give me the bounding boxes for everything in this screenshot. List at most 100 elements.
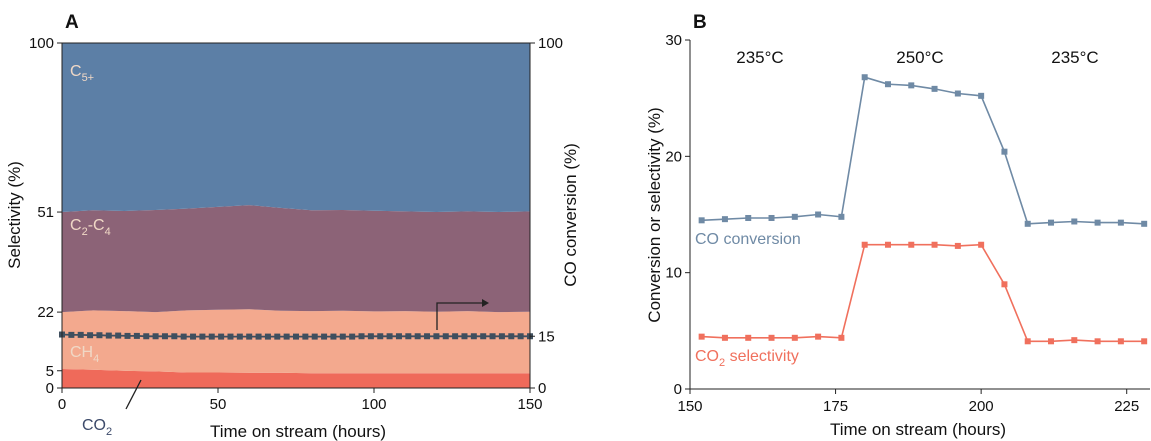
y-tick-label-left: 51 bbox=[37, 204, 54, 221]
co-conversion-point bbox=[838, 213, 845, 220]
co-conversion-point bbox=[77, 331, 84, 338]
co-conversion-point bbox=[405, 333, 412, 340]
band-label-co2: CO2 bbox=[82, 417, 112, 438]
co2-pointer-line bbox=[125, 379, 142, 410]
co2-selectivity-point bbox=[931, 241, 938, 248]
co-conversion-point bbox=[161, 333, 168, 340]
co-conversion-point bbox=[1094, 219, 1101, 226]
co-conversion-point bbox=[1048, 219, 1055, 226]
co-conversion-point bbox=[1024, 220, 1031, 227]
y-tick-label-left: 0 bbox=[46, 380, 54, 397]
co2-selectivity-point bbox=[745, 334, 752, 341]
panel-a-letter: A bbox=[65, 12, 79, 33]
panel-b-series bbox=[698, 74, 1148, 345]
co-conversion-point bbox=[115, 332, 122, 339]
co-conversion-point bbox=[218, 333, 225, 340]
co-conversion-point bbox=[349, 333, 356, 340]
band-label-c2-c4: C2-C4 bbox=[70, 217, 111, 238]
co-conversion-point bbox=[180, 333, 187, 340]
co-conversion-point bbox=[517, 333, 524, 340]
co2-selectivity-point bbox=[1024, 338, 1031, 345]
x-tick-label: 50 bbox=[210, 396, 227, 413]
co2-selectivity-point bbox=[791, 334, 798, 341]
x-tick-label: 150 bbox=[517, 396, 542, 413]
co-conversion-point bbox=[321, 333, 328, 340]
co2-selectivity-point bbox=[1141, 338, 1148, 345]
co-conversion-point bbox=[377, 333, 384, 340]
area-band-ch4 bbox=[62, 309, 530, 374]
co-conversion-point bbox=[1117, 219, 1124, 226]
y-tick-label-left: 100 bbox=[29, 35, 54, 52]
y-tick-label: 30 bbox=[665, 32, 682, 49]
co-conversion-point bbox=[283, 333, 290, 340]
co-conversion-point bbox=[96, 332, 103, 339]
temperature-label: 235°C bbox=[1051, 48, 1098, 67]
co-conversion-point bbox=[274, 333, 281, 340]
co-conversion-point bbox=[698, 217, 705, 224]
series-label-co-conversion: CO conversion bbox=[695, 231, 801, 248]
y-tick-label: 10 bbox=[665, 265, 682, 282]
co2-selectivity-point bbox=[861, 241, 868, 248]
co-conversion-point bbox=[68, 331, 75, 338]
co-conversion-point bbox=[293, 333, 299, 340]
co-conversion-point bbox=[452, 333, 459, 340]
panel-a-x-axis-title: Time on stream (hours) bbox=[210, 422, 386, 441]
co-conversion-point bbox=[358, 333, 365, 340]
co-conversion-point bbox=[386, 333, 393, 340]
co-conversion-point bbox=[861, 74, 868, 81]
co-conversion-point bbox=[489, 333, 496, 340]
co2-selectivity-point bbox=[838, 334, 845, 341]
co2-selectivity-point bbox=[978, 241, 985, 248]
co-conversion-point bbox=[498, 333, 505, 340]
y-tick-label: 20 bbox=[665, 148, 682, 165]
band-label-ch4: CH4 bbox=[70, 344, 99, 365]
co2-selectivity-point bbox=[1001, 281, 1008, 288]
co-conversion-point bbox=[367, 333, 374, 340]
co-conversion-point bbox=[227, 333, 234, 340]
co-conversion-point bbox=[395, 333, 402, 340]
co-conversion-point bbox=[171, 333, 178, 340]
co-conversion-point bbox=[1141, 220, 1148, 227]
co-conversion-point bbox=[199, 333, 206, 340]
x-tick-label: 150 bbox=[677, 398, 702, 415]
panel-b-axes: 150 175 200 225 0 10 20 30 bbox=[665, 32, 1150, 415]
co-conversion-point bbox=[908, 82, 915, 89]
co-conversion-point bbox=[124, 332, 131, 339]
panel-a-band-labels: C5+ C2-C4 CH4 CO2 bbox=[70, 63, 112, 438]
co-conversion-point bbox=[508, 333, 515, 340]
x-tick-label: 175 bbox=[823, 398, 848, 415]
co2-selectivity-point bbox=[768, 334, 775, 341]
co2-selectivity-point bbox=[1094, 338, 1101, 345]
co-conversion-point bbox=[461, 333, 468, 340]
co-conversion-point bbox=[143, 333, 150, 340]
co-conversion-point bbox=[721, 216, 728, 223]
co-conversion-point bbox=[208, 333, 215, 340]
co-conversion-point bbox=[339, 333, 346, 340]
area-band-co2 bbox=[62, 369, 530, 388]
co2-selectivity-point bbox=[815, 333, 822, 340]
x-tick-label: 0 bbox=[58, 396, 66, 413]
co-conversion-point bbox=[745, 214, 752, 221]
co-conversion-point bbox=[264, 333, 271, 340]
co-conversion-point bbox=[190, 333, 197, 340]
co-conversion-point bbox=[978, 92, 985, 99]
co-conversion-point bbox=[255, 333, 262, 340]
panel-b: B 150 175 200 225 0 10 20 30 235°C 250°C 235°C CO… bbox=[645, 12, 1150, 439]
co-conversion-point bbox=[311, 333, 318, 340]
co2-selectivity-line bbox=[701, 243, 1145, 343]
y-tick-label-left: 22 bbox=[37, 304, 54, 321]
co-conversion-point bbox=[442, 333, 449, 340]
co2-selectivity-point bbox=[721, 334, 728, 341]
area-band-c5- bbox=[62, 43, 530, 212]
co-conversion-point bbox=[433, 333, 440, 340]
y-tick-label-right: 100 bbox=[538, 35, 563, 52]
co-conversion-point bbox=[815, 211, 822, 218]
co-conversion-point bbox=[330, 333, 337, 340]
co-conversion-line bbox=[701, 76, 1145, 225]
co-conversion-point bbox=[424, 333, 431, 340]
co-conversion-point bbox=[414, 333, 421, 340]
panel-b-series-labels: CO conversion CO2 selectivity bbox=[695, 231, 801, 369]
